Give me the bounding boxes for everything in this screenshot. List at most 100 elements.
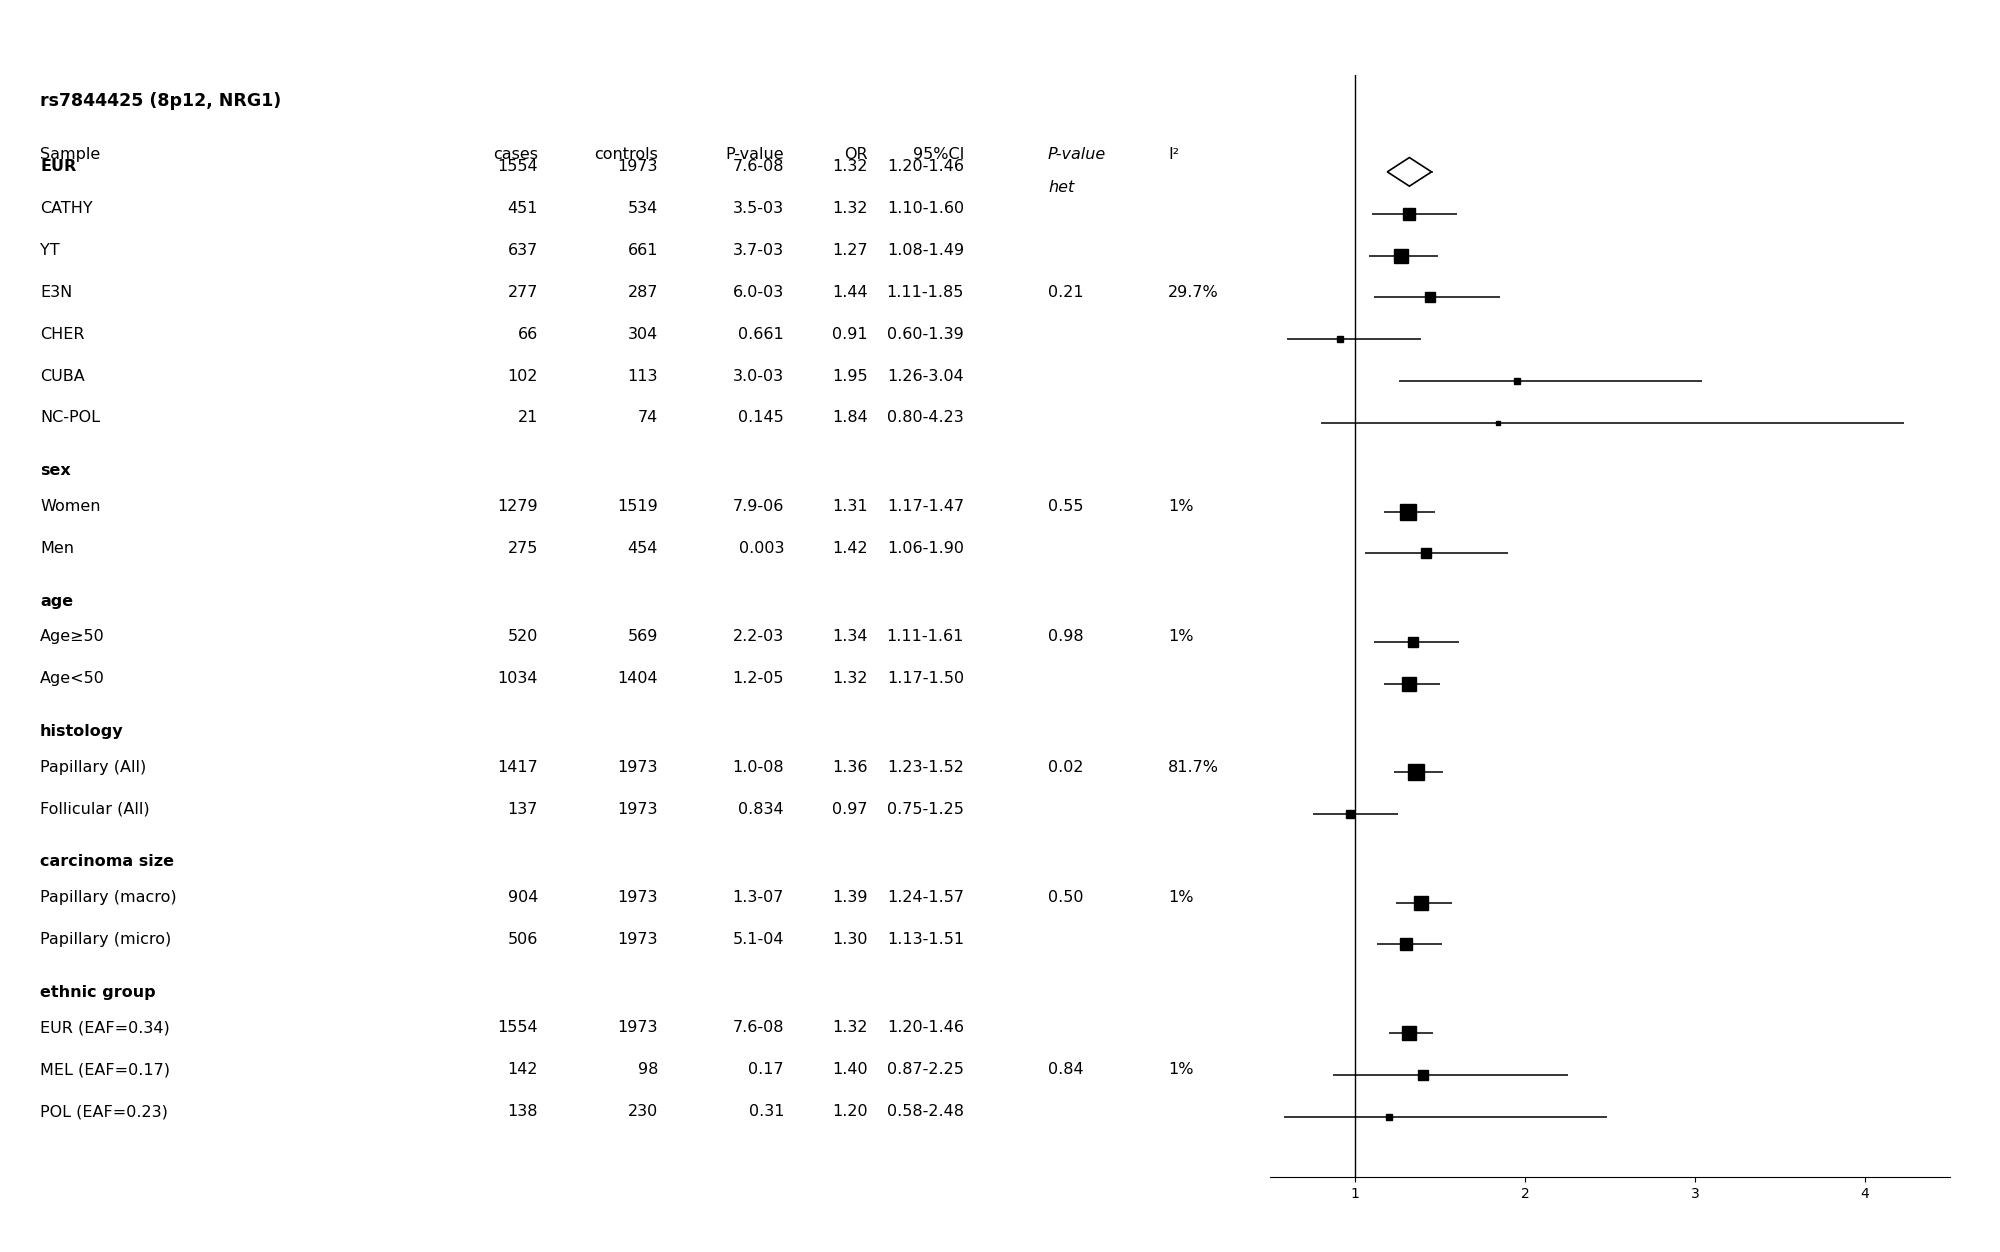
Text: 1.44: 1.44 <box>832 285 868 300</box>
Text: 1.20: 1.20 <box>832 1104 868 1119</box>
Text: 1.2-05: 1.2-05 <box>732 671 784 686</box>
Text: 7.6-08: 7.6-08 <box>732 1020 784 1035</box>
Text: 1417: 1417 <box>498 760 538 775</box>
Text: 520: 520 <box>508 630 538 645</box>
Text: 1.32: 1.32 <box>832 159 868 174</box>
Text: 66: 66 <box>518 327 538 342</box>
Text: 1973: 1973 <box>618 1020 658 1035</box>
Text: 1.24-1.57: 1.24-1.57 <box>888 890 964 905</box>
Text: 1.84: 1.84 <box>832 411 868 426</box>
Text: NC-POL: NC-POL <box>40 411 100 426</box>
Text: histology: histology <box>40 724 124 739</box>
Text: 1.11-1.61: 1.11-1.61 <box>886 630 964 645</box>
Text: E3N: E3N <box>40 285 72 300</box>
Text: 1.27: 1.27 <box>832 243 868 258</box>
Text: 0.87-2.25: 0.87-2.25 <box>888 1062 964 1077</box>
Text: 0.84: 0.84 <box>1048 1062 1084 1077</box>
Text: 0.003: 0.003 <box>738 541 784 556</box>
Text: Age<50: Age<50 <box>40 671 104 686</box>
Text: Age≥50: Age≥50 <box>40 630 104 645</box>
Text: 138: 138 <box>508 1104 538 1119</box>
Text: 454: 454 <box>628 541 658 556</box>
Polygon shape <box>1388 158 1432 187</box>
Text: 1034: 1034 <box>498 671 538 686</box>
Text: 1.42: 1.42 <box>832 541 868 556</box>
Text: Men: Men <box>40 541 74 556</box>
Text: 0.60-1.39: 0.60-1.39 <box>888 327 964 342</box>
Text: 904: 904 <box>508 890 538 905</box>
Text: 3.0-03: 3.0-03 <box>732 368 784 383</box>
Text: cases: cases <box>492 146 538 162</box>
Text: 1.06-1.90: 1.06-1.90 <box>888 541 964 556</box>
Text: 1279: 1279 <box>498 500 538 515</box>
Text: 137: 137 <box>508 801 538 816</box>
Text: EUR: EUR <box>40 159 76 174</box>
Text: 1404: 1404 <box>618 671 658 686</box>
Text: controls: controls <box>594 146 658 162</box>
Text: 1.95: 1.95 <box>832 368 868 383</box>
Text: 21: 21 <box>518 411 538 426</box>
Text: P-value: P-value <box>726 146 784 162</box>
Text: 3.7-03: 3.7-03 <box>732 243 784 258</box>
Text: YT: YT <box>40 243 60 258</box>
Text: EUR (EAF=0.34): EUR (EAF=0.34) <box>40 1020 170 1035</box>
Text: CUBA: CUBA <box>40 368 84 383</box>
Text: 1554: 1554 <box>498 159 538 174</box>
Text: 1%: 1% <box>1168 890 1194 905</box>
Text: 0.50: 0.50 <box>1048 890 1084 905</box>
Text: Follicular (All): Follicular (All) <box>40 801 150 816</box>
Text: 506: 506 <box>508 931 538 947</box>
Text: Sample: Sample <box>40 146 100 162</box>
Text: 0.58-2.48: 0.58-2.48 <box>888 1104 964 1119</box>
Text: 1973: 1973 <box>618 931 658 947</box>
Text: 2.2-03: 2.2-03 <box>732 630 784 645</box>
Text: 1.36: 1.36 <box>832 760 868 775</box>
Text: 1%: 1% <box>1168 630 1194 645</box>
Text: 0.834: 0.834 <box>738 801 784 816</box>
Text: 74: 74 <box>638 411 658 426</box>
Text: 1.0-08: 1.0-08 <box>732 760 784 775</box>
Text: 0.97: 0.97 <box>832 801 868 816</box>
Text: 1.17-1.50: 1.17-1.50 <box>886 671 964 686</box>
Text: 0.80-4.23: 0.80-4.23 <box>888 411 964 426</box>
Text: 661: 661 <box>628 243 658 258</box>
Text: 569: 569 <box>628 630 658 645</box>
Text: P-value: P-value <box>1048 146 1106 162</box>
Text: 102: 102 <box>508 368 538 383</box>
Text: CHER: CHER <box>40 327 84 342</box>
Text: 1519: 1519 <box>618 500 658 515</box>
Text: 451: 451 <box>508 202 538 217</box>
Text: carcinoma size: carcinoma size <box>40 854 174 869</box>
Text: 1.08-1.49: 1.08-1.49 <box>886 243 964 258</box>
Text: 0.91: 0.91 <box>832 327 868 342</box>
Text: 7.6-08: 7.6-08 <box>732 159 784 174</box>
Text: MEL (EAF=0.17): MEL (EAF=0.17) <box>40 1062 170 1077</box>
Text: 304: 304 <box>628 327 658 342</box>
Text: 0.55: 0.55 <box>1048 500 1084 515</box>
Text: 277: 277 <box>508 285 538 300</box>
Text: 1.17-1.47: 1.17-1.47 <box>886 500 964 515</box>
Text: sex: sex <box>40 463 70 478</box>
Text: I²: I² <box>1168 146 1180 162</box>
Text: 1973: 1973 <box>618 159 658 174</box>
Text: Women: Women <box>40 500 100 515</box>
Text: 0.145: 0.145 <box>738 411 784 426</box>
Text: rs7844425 (8p12, NRG1): rs7844425 (8p12, NRG1) <box>40 91 282 110</box>
Text: OR: OR <box>844 146 868 162</box>
Text: 1.39: 1.39 <box>832 890 868 905</box>
Text: 287: 287 <box>628 285 658 300</box>
Text: 1554: 1554 <box>498 1020 538 1035</box>
Text: Papillary (macro): Papillary (macro) <box>40 890 176 905</box>
Text: 0.02: 0.02 <box>1048 760 1084 775</box>
Text: 1%: 1% <box>1168 1062 1194 1077</box>
Text: 0.98: 0.98 <box>1048 630 1084 645</box>
Text: 1.32: 1.32 <box>832 1020 868 1035</box>
Text: 142: 142 <box>508 1062 538 1077</box>
Text: 1.32: 1.32 <box>832 671 868 686</box>
Text: ethnic group: ethnic group <box>40 985 156 1000</box>
Text: 3.5-03: 3.5-03 <box>732 202 784 217</box>
Text: 29.7%: 29.7% <box>1168 285 1218 300</box>
Text: Papillary (All): Papillary (All) <box>40 760 146 775</box>
Text: 1.13-1.51: 1.13-1.51 <box>886 931 964 947</box>
Text: 1.32: 1.32 <box>832 202 868 217</box>
